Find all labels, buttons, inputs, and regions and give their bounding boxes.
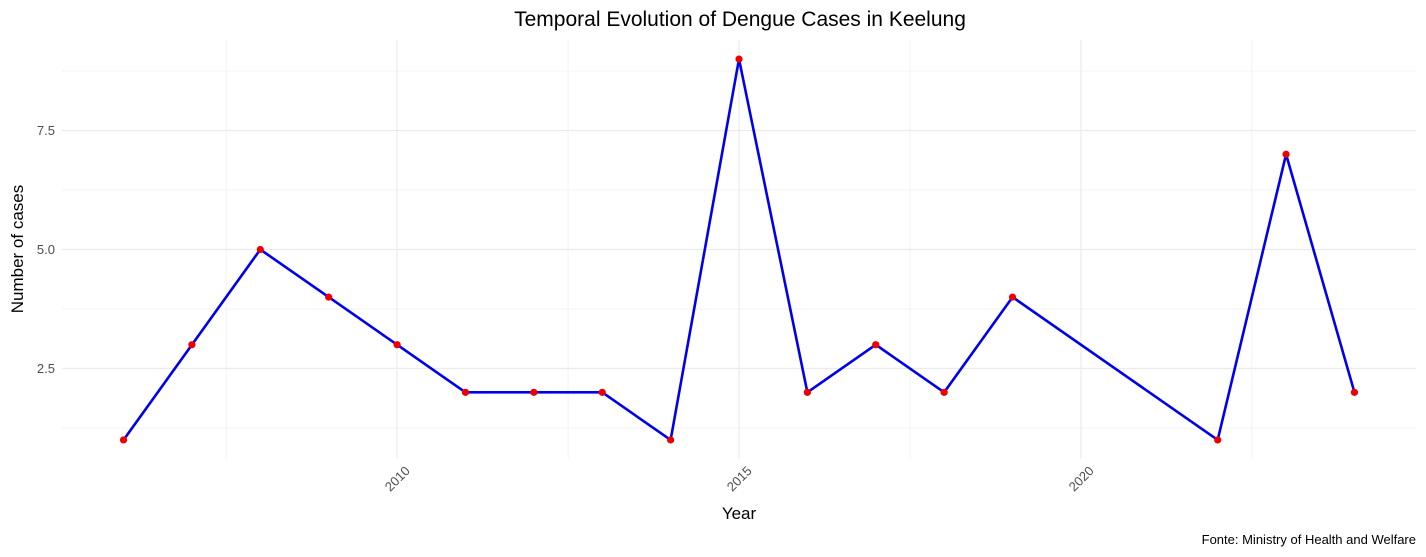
data-point bbox=[461, 388, 470, 396]
x-tick-label: 2020 bbox=[1066, 463, 1097, 494]
data-point bbox=[598, 388, 606, 396]
data-point bbox=[803, 388, 811, 396]
x-axis-ticks: 2010 2015 2020 bbox=[382, 463, 1097, 494]
source-caption: Fonte: Ministry of Health and Welfare bbox=[1202, 532, 1416, 547]
data-point bbox=[325, 293, 333, 301]
y-tick-label: 5.0 bbox=[37, 242, 55, 257]
y-axis-title: Number of cases bbox=[8, 185, 27, 314]
grid-lines bbox=[62, 40, 1416, 459]
data-point bbox=[1008, 293, 1017, 301]
x-tick-label: 2010 bbox=[382, 463, 413, 494]
x-axis-title: Year bbox=[722, 504, 757, 523]
data-points bbox=[119, 55, 1359, 444]
y-tick-label: 2.5 bbox=[37, 361, 55, 376]
data-point bbox=[530, 388, 538, 396]
data-point bbox=[735, 55, 743, 63]
y-axis-ticks: 2.5 5.0 7.5 bbox=[37, 123, 55, 376]
data-point bbox=[393, 341, 401, 349]
data-point bbox=[872, 341, 880, 349]
data-point bbox=[1282, 150, 1290, 158]
data-point bbox=[1350, 388, 1359, 396]
data-point bbox=[1214, 436, 1222, 444]
y-tick-label: 7.5 bbox=[37, 123, 55, 138]
data-point bbox=[667, 436, 675, 444]
chart-title: Temporal Evolution of Dengue Cases in Ke… bbox=[514, 8, 966, 31]
data-point bbox=[256, 245, 264, 254]
x-tick-label: 2015 bbox=[724, 463, 755, 494]
data-point bbox=[119, 436, 128, 444]
data-point bbox=[940, 388, 948, 396]
data-point bbox=[188, 341, 196, 349]
